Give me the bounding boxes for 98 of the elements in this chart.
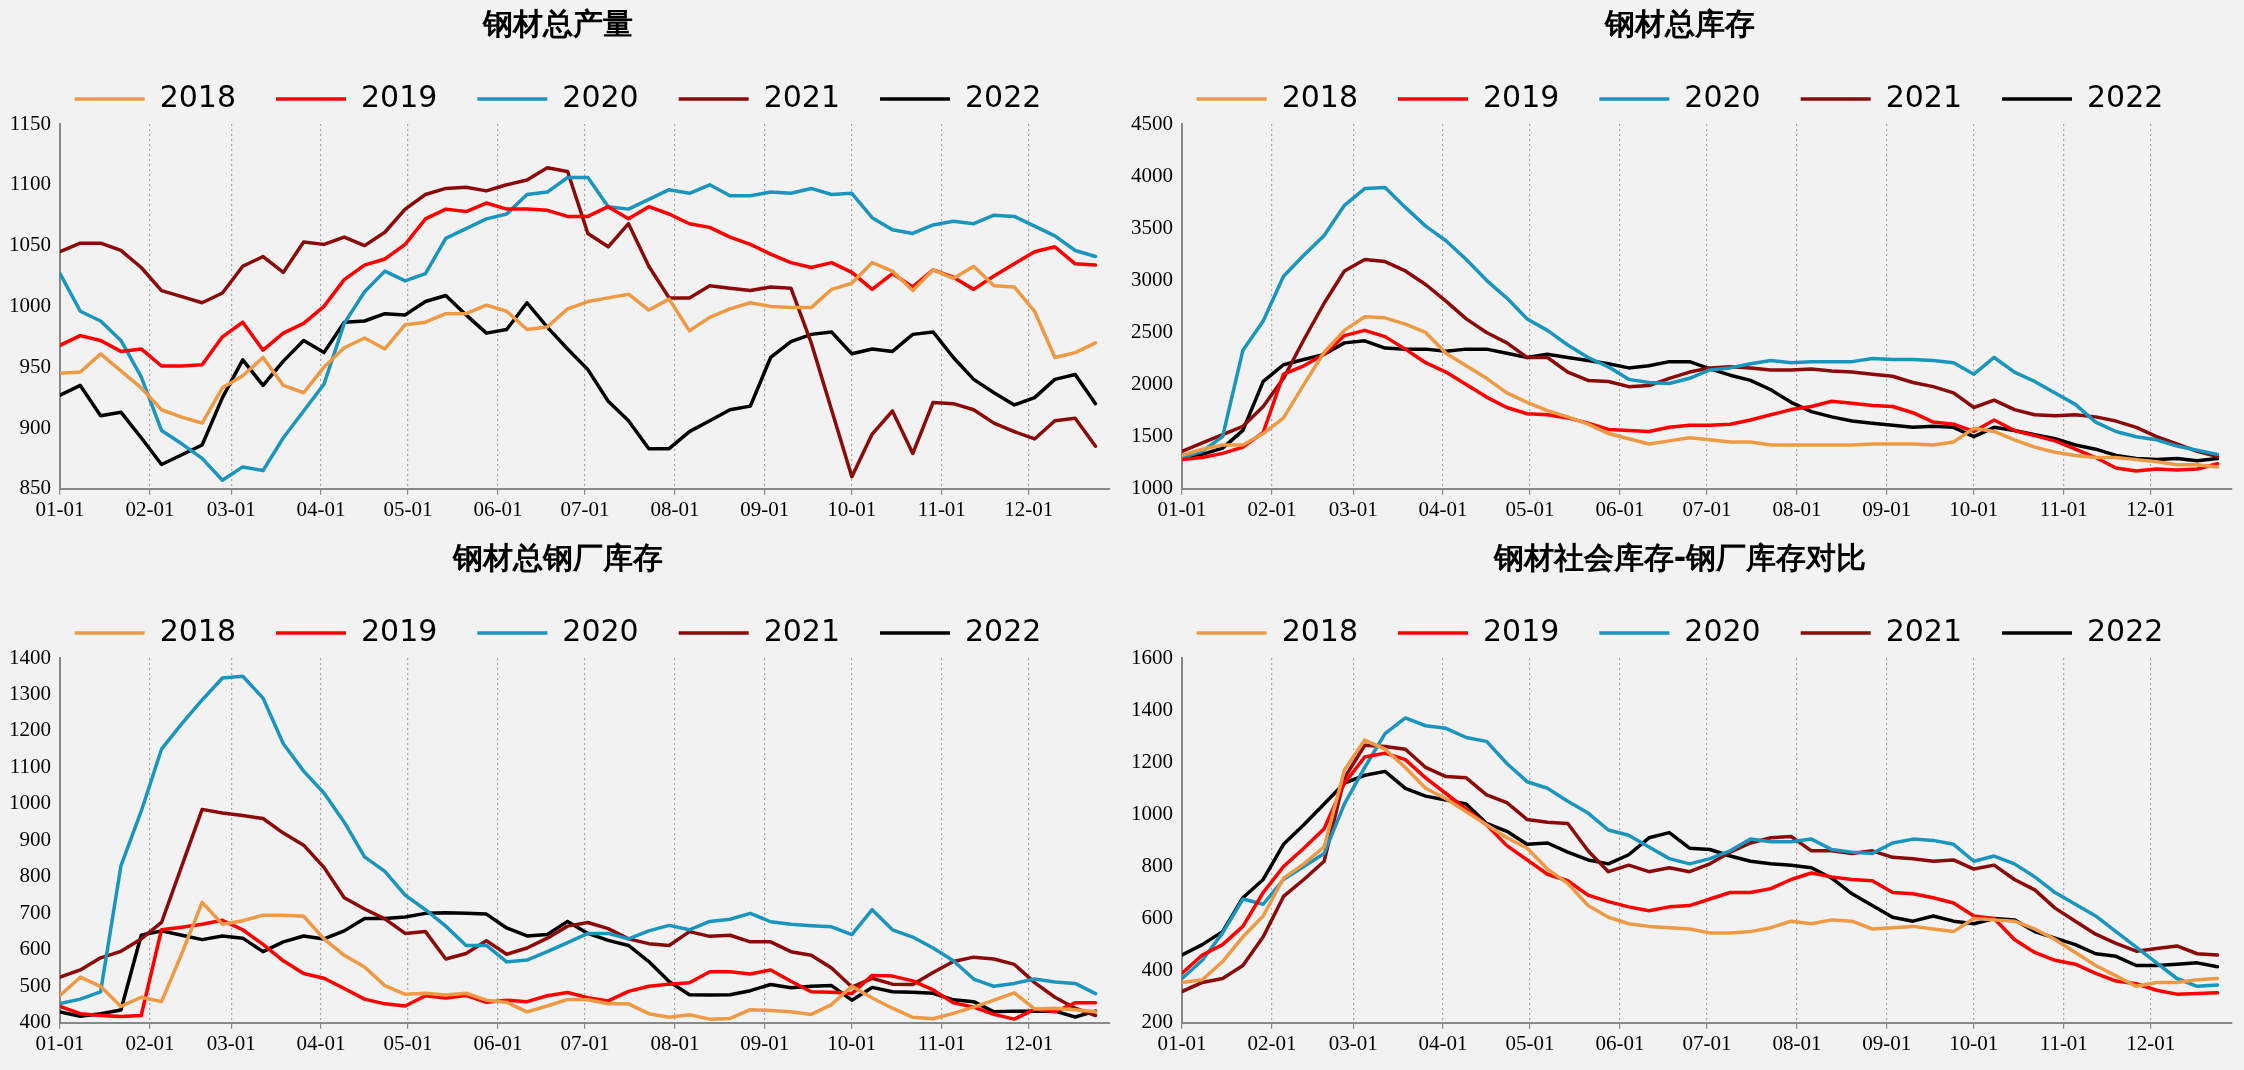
y-tick-label: 700	[19, 899, 51, 924]
x-tick-label: 07-01	[560, 496, 610, 521]
x-tick-label: 03-01	[1328, 496, 1378, 521]
x-tick-label: 09-01	[740, 496, 790, 521]
legend-label: 2021	[1885, 612, 1963, 648]
x-tick-label: 11-01	[2039, 1030, 2088, 1055]
chart-title: 钢材总产量	[482, 5, 633, 41]
legend-label: 2020	[562, 612, 639, 648]
x-tick-label: 04-01	[1418, 496, 1468, 521]
x-tick-label: 11-01	[917, 496, 966, 521]
y-tick-label: 800	[19, 863, 51, 888]
x-tick-label: 06-01	[473, 1030, 523, 1055]
legend-label: 2022	[2087, 612, 2164, 648]
y-tick-label: 1000	[9, 790, 51, 815]
legend-label: 2022	[2087, 78, 2164, 114]
x-tick-label: 02-01	[125, 1030, 175, 1055]
legend-label: 2018	[1281, 78, 1358, 114]
x-tick-label: 03-01	[1328, 1030, 1378, 1055]
y-tick-label: 4000	[1131, 162, 1173, 187]
y-tick-label: 1400	[9, 644, 51, 669]
x-tick-label: 08-01	[650, 1030, 700, 1055]
y-tick-label: 800	[1141, 852, 1173, 877]
legend-label: 2019	[360, 612, 438, 648]
y-tick-label: 1300	[9, 681, 51, 705]
x-tick-label: 09-01	[1862, 1030, 1912, 1055]
x-tick-label: 03-01	[206, 1030, 256, 1055]
legend-label: 2019	[1482, 78, 1560, 114]
x-tick-label: 09-01	[740, 1030, 790, 1055]
x-tick-label: 10-01	[1949, 1030, 1999, 1055]
legend-label: 2018	[159, 612, 236, 648]
y-tick-label: 1200	[9, 717, 51, 742]
x-tick-label: 07-01	[1682, 1030, 1732, 1055]
legend-label: 2021	[763, 612, 841, 648]
legend-label: 2019	[360, 78, 438, 114]
legend-label: 2022	[965, 612, 1042, 648]
x-tick-label: 07-01	[560, 1030, 610, 1055]
y-tick-label: 4500	[1131, 110, 1173, 135]
y-tick-label: 1000	[1131, 800, 1173, 825]
x-tick-label: 10-01	[1949, 496, 1999, 521]
y-tick-label: 1000	[9, 292, 51, 317]
x-tick-label: 06-01	[473, 496, 523, 521]
x-tick-label: 06-01	[1595, 496, 1645, 521]
legend-label: 2020	[562, 78, 639, 114]
x-tick-label: 08-01	[1772, 1030, 1822, 1055]
x-tick-label: 12-01	[1004, 1030, 1054, 1055]
y-tick-label: 2000	[1131, 371, 1173, 396]
y-tick-label: 900	[19, 826, 51, 851]
chart-title: 钢材社会库存-钢厂库存对比	[1492, 539, 1867, 575]
x-tick-label: 04-01	[296, 496, 346, 521]
x-tick-label: 05-01	[383, 1030, 433, 1055]
y-tick-label: 1150	[9, 110, 51, 135]
y-tick-label: 1600	[1131, 644, 1173, 669]
legend-label: 2018	[159, 78, 236, 114]
x-tick-label: 11-01	[917, 1030, 966, 1055]
legend-label: 2020	[1684, 612, 1761, 648]
x-tick-label: 08-01	[650, 496, 700, 521]
x-tick-label: 07-01	[1682, 496, 1732, 521]
x-tick-label: 05-01	[383, 496, 433, 521]
x-tick-label: 04-01	[296, 1030, 346, 1055]
chart-title: 钢材总库存	[1604, 5, 1755, 41]
x-tick-label: 12-01	[1004, 496, 1054, 521]
x-tick-label: 02-01	[125, 496, 175, 521]
x-tick-label: 06-01	[1595, 1030, 1645, 1055]
x-tick-label: 11-01	[2039, 496, 2088, 521]
x-tick-label: 05-01	[1505, 496, 1555, 521]
y-tick-label: 500	[19, 972, 51, 997]
y-tick-label: 1200	[1131, 748, 1173, 773]
x-tick-label: 12-01	[2126, 496, 2176, 521]
legend-label: 2018	[1281, 612, 1358, 648]
y-tick-label: 600	[1141, 905, 1173, 930]
x-tick-label: 09-01	[1862, 496, 1912, 521]
x-tick-label: 02-01	[1247, 1030, 1297, 1055]
y-tick-label: 1050	[9, 232, 51, 257]
x-tick-label: 05-01	[1505, 1030, 1555, 1055]
x-tick-label: 10-01	[827, 1030, 877, 1055]
y-tick-label: 1100	[9, 171, 51, 196]
y-tick-label: 3500	[1131, 214, 1173, 239]
legend-label: 2019	[1482, 612, 1560, 648]
y-tick-label: 2500	[1131, 318, 1173, 343]
y-tick-label: 1400	[1131, 696, 1173, 721]
x-tick-label: 04-01	[1418, 1030, 1468, 1055]
y-tick-label: 1100	[9, 753, 51, 778]
legend-label: 2022	[965, 78, 1042, 114]
y-tick-label: 400	[1141, 957, 1173, 982]
x-tick-label: 08-01	[1772, 496, 1822, 521]
legend-label: 2020	[1684, 78, 1761, 114]
legend-label: 2021	[763, 78, 841, 114]
x-tick-label: 12-01	[2126, 1030, 2176, 1055]
x-tick-label: 02-01	[1247, 496, 1297, 521]
x-tick-label: 03-01	[206, 496, 256, 521]
chart-title: 钢材总钢厂库存	[452, 539, 663, 575]
y-tick-label: 600	[19, 936, 51, 961]
y-tick-label: 1500	[1131, 423, 1173, 448]
y-tick-label: 950	[19, 353, 51, 378]
y-tick-label: 3000	[1131, 266, 1173, 291]
x-tick-label: 10-01	[827, 496, 877, 521]
y-tick-label: 900	[19, 414, 51, 439]
legend-label: 2021	[1885, 78, 1963, 114]
